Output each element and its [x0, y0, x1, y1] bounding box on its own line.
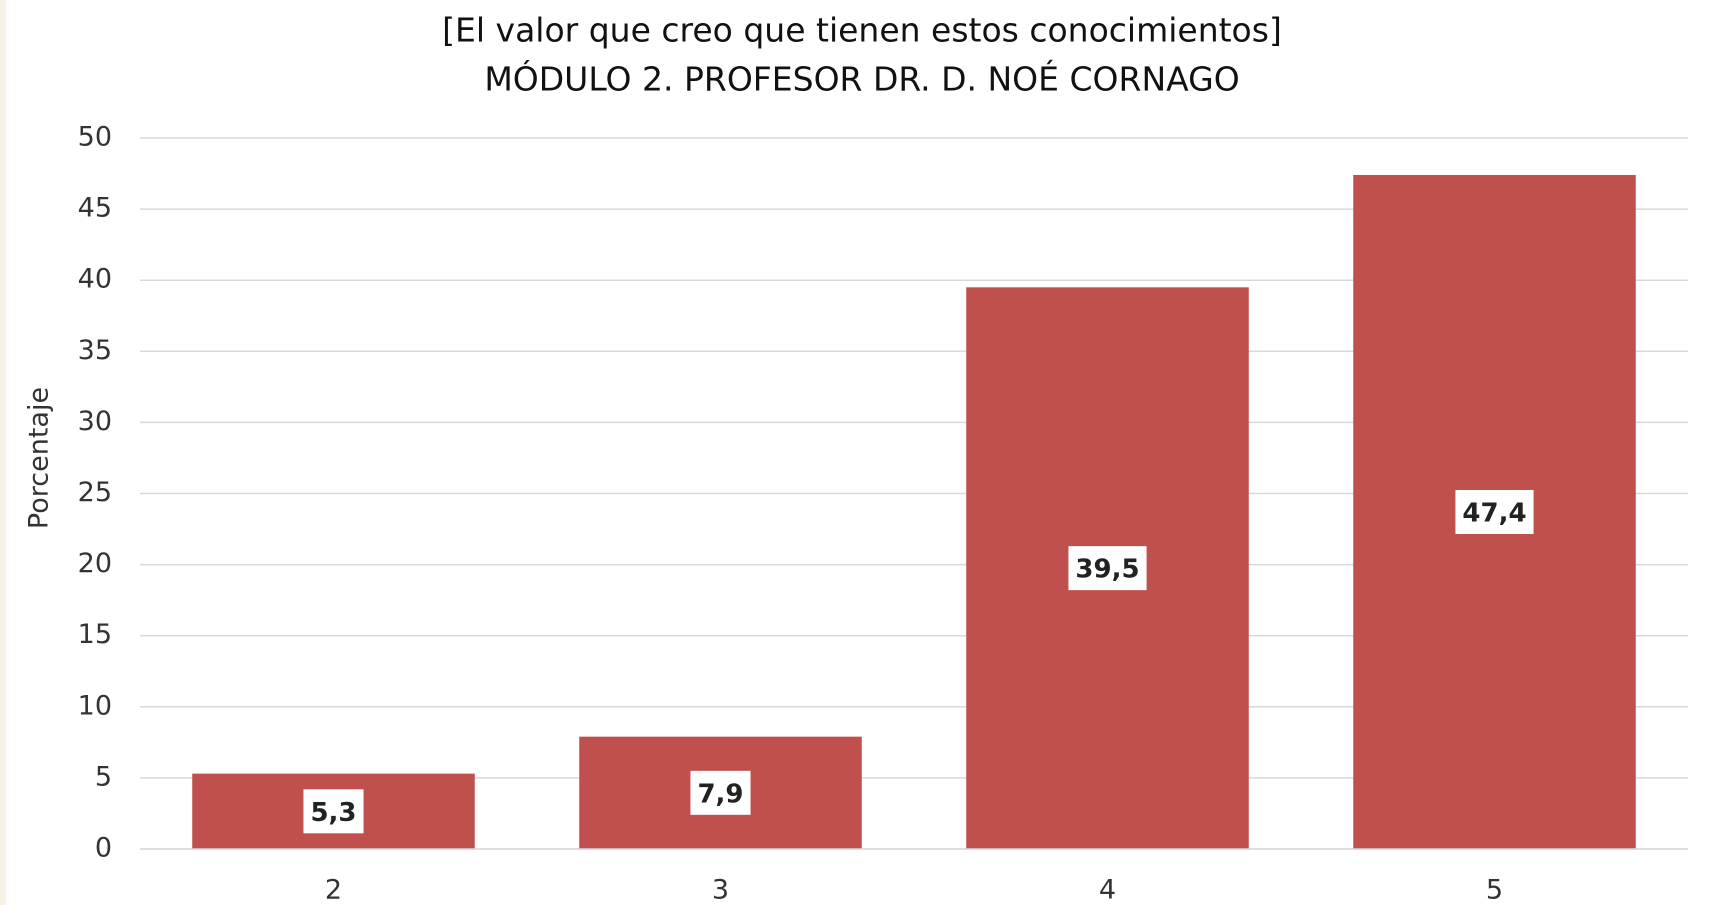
value-label: 47,4 [1462, 498, 1526, 528]
y-tick-label: 25 [78, 477, 112, 508]
chart-title: [El valor que creo que tienen estos cono… [442, 11, 1282, 50]
value-label-bg [1068, 546, 1147, 591]
value-label-bg [303, 789, 364, 834]
x-tick-label: 4 [1099, 875, 1116, 905]
y-tick-label: 35 [78, 335, 112, 366]
y-tick-label: 40 [78, 264, 112, 295]
y-tick-label: 50 [78, 122, 112, 153]
value-label: 5,3 [310, 798, 356, 828]
edge [0, 0, 6, 905]
value-label: 7,9 [697, 779, 743, 809]
y-tick-label: 0 [95, 833, 112, 864]
value-label: 39,5 [1075, 555, 1139, 585]
y-tick-label: 10 [78, 690, 112, 721]
y-tick-label: 45 [78, 193, 112, 224]
value-label-bg [1455, 489, 1534, 534]
value-label-bg [690, 770, 751, 815]
y-tick-label: 15 [78, 619, 112, 650]
y-tick-label: 30 [78, 406, 112, 437]
y-axis-label: Porcentaje [24, 387, 55, 529]
y-tick-label: 5 [95, 761, 112, 792]
x-tick-label: 2 [325, 875, 342, 905]
y-tick-label: 20 [78, 548, 112, 579]
x-tick-label: 5 [1486, 875, 1503, 905]
x-tick-label: 3 [712, 875, 729, 905]
chart-subtitle: MÓDULO 2. PROFESOR DR. D. NOÉ CORNAGO [484, 59, 1239, 99]
